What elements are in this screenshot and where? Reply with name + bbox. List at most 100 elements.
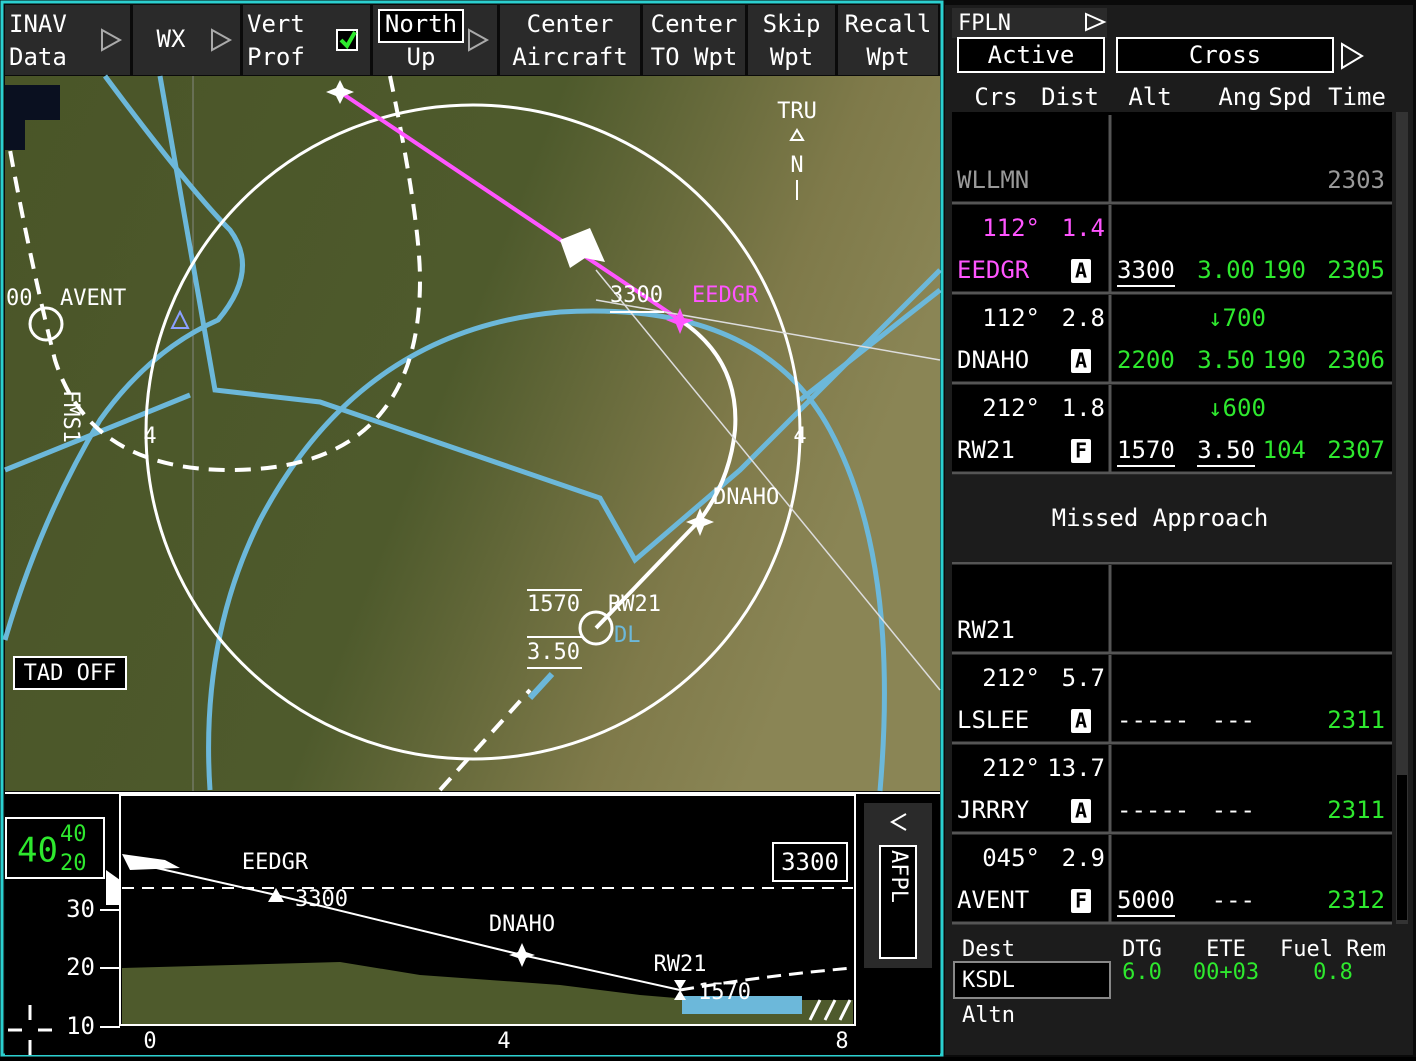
fpln-ident[interactable]: LSLEE xyxy=(957,706,1029,734)
fuel-value: 0.8 xyxy=(1313,960,1353,985)
altitude-label: 1570 xyxy=(698,980,751,1005)
altitude-label: 3300 xyxy=(295,887,348,912)
side-label[interactable]: AFPL xyxy=(886,850,911,903)
angle-label: 3.50 xyxy=(527,640,580,665)
altitude-roll: 20 xyxy=(60,851,87,876)
fpln-ang: --- xyxy=(1212,796,1255,824)
fpln-ident[interactable]: WLLMN xyxy=(957,166,1029,194)
constraint-type: A xyxy=(1075,259,1087,283)
button-label[interactable]: Vert xyxy=(247,10,305,38)
button-label[interactable]: Recall xyxy=(845,10,932,38)
scale-label: 10 xyxy=(66,1012,95,1040)
fpln-crs: 212° xyxy=(982,664,1040,692)
station-label: TRU xyxy=(777,99,817,124)
page: {"toolbar":[{"line1":"INAV","line2":"Dat… xyxy=(0,0,1416,1061)
fpln-dist: 1.4 xyxy=(1062,214,1105,242)
fpln-ident[interactable]: DNAHO xyxy=(957,346,1029,374)
map: TRU N FMS1 TAD OFF 4 4 00 DL AVENT EEDGR… xyxy=(5,76,940,791)
fpln-time: 2307 xyxy=(1327,436,1385,464)
button-label[interactable]: Center xyxy=(527,10,614,38)
constraint-type: F xyxy=(1075,889,1087,913)
fpln-time: 2303 xyxy=(1327,166,1385,194)
fpln-time: 2312 xyxy=(1327,886,1385,914)
fpln-dist: 13.7 xyxy=(1047,754,1105,782)
constraint-type: A xyxy=(1075,349,1087,373)
waypoint-label: EEDGR xyxy=(242,850,309,875)
fms-label: FMS1 xyxy=(58,390,83,443)
fpln-dist: 2.8 xyxy=(1062,304,1105,332)
button-label[interactable]: North xyxy=(385,10,457,38)
button-label[interactable]: Center xyxy=(651,10,738,38)
range-label: 4 xyxy=(793,424,806,449)
button-label[interactable]: Up xyxy=(407,43,436,71)
fpln-crs: 112° xyxy=(982,304,1040,332)
waypoint-label: AVENT xyxy=(60,286,126,311)
fpln-time: 2311 xyxy=(1327,796,1385,824)
fpln-time: 2311 xyxy=(1327,706,1385,734)
altitude-main: 40 xyxy=(17,831,58,871)
button-label[interactable]: Prof xyxy=(247,43,305,71)
distance-label: 8 xyxy=(835,1029,848,1054)
button-label[interactable]: Aircraft xyxy=(512,43,628,71)
column-header: Time xyxy=(1328,83,1386,111)
dtg-label: DTG xyxy=(1122,937,1162,962)
view-value[interactable]: Cross xyxy=(1189,41,1261,69)
button-label[interactable]: INAV xyxy=(9,10,67,38)
fpln-ang: 3.50 xyxy=(1197,436,1255,464)
fpln-ang: 3.50 xyxy=(1197,346,1255,374)
altitude-label: 3300 xyxy=(610,283,663,308)
fpln-spd: 190 xyxy=(1263,346,1306,374)
fpln-crs: 212° xyxy=(982,394,1040,422)
dtg-value: 6.0 xyxy=(1122,960,1162,985)
button-label[interactable]: TO Wpt xyxy=(651,43,738,71)
altitude-label: 1570 xyxy=(527,592,580,617)
altn-label: Altn xyxy=(962,1003,1015,1028)
fpln-crs: 112° xyxy=(982,214,1040,242)
dest-value[interactable]: KSDL xyxy=(962,968,1015,993)
button-label[interactable]: Wpt xyxy=(866,43,909,71)
fuel-label: Fuel Rem xyxy=(1280,937,1386,962)
column-header: Crs xyxy=(974,83,1017,111)
north-label: N xyxy=(790,153,803,178)
fpln-title: FPLN xyxy=(958,11,1011,36)
mode-value[interactable]: Active xyxy=(988,41,1075,69)
ete-value: 00+03 xyxy=(1193,960,1259,985)
partial-label: 00 xyxy=(6,286,33,311)
fpln-ang: --- xyxy=(1212,706,1255,734)
fpln-ident[interactable]: RW21 xyxy=(957,436,1015,464)
button-label[interactable]: WX xyxy=(157,25,186,53)
section-label: Missed Approach xyxy=(1052,504,1269,532)
fpln-ident[interactable]: RW21 xyxy=(957,616,1015,644)
partial-label: DL xyxy=(614,623,641,648)
fpln-ident[interactable]: AVENT xyxy=(957,886,1029,914)
fpln-ident[interactable]: EEDGR xyxy=(957,256,1030,284)
button-label[interactable]: Wpt xyxy=(770,43,813,71)
tad-label[interactable]: TAD OFF xyxy=(24,661,117,686)
button-label[interactable]: Skip xyxy=(763,10,821,38)
fpln-crs: 212° xyxy=(982,754,1040,782)
fpln-ang: --- xyxy=(1212,886,1255,914)
fpln-alt: ----- xyxy=(1117,706,1189,734)
fpln-ident[interactable]: JRRRY xyxy=(957,796,1030,824)
fpln-alt: 3300 xyxy=(1117,256,1175,284)
distance-label: 0 xyxy=(143,1029,156,1054)
fpln-alt: ----- xyxy=(1117,796,1189,824)
fpln-alt: 1570 xyxy=(1117,436,1175,464)
toolbar-button[interactable] xyxy=(133,5,240,75)
fpln-alt: 2200 xyxy=(1117,346,1175,374)
column-header: Dist xyxy=(1041,83,1099,111)
constraint-type: A xyxy=(1075,709,1087,733)
button-label[interactable]: Data xyxy=(9,43,67,71)
scroll-thumb[interactable] xyxy=(1397,775,1407,920)
screen: INAV Data WX Vert Prof North Up Center Aircraft C… xyxy=(0,0,1416,1057)
fpln-spd: 104 xyxy=(1263,436,1306,464)
column-header: Spd xyxy=(1268,83,1311,111)
fpln-dist: 5.7 xyxy=(1062,664,1105,692)
scale-label: 30 xyxy=(66,895,95,923)
ete-label: ETE xyxy=(1206,937,1246,962)
fpln-time: 2305 xyxy=(1327,256,1385,284)
constraint-type: A xyxy=(1075,799,1087,823)
fpln-crs: 045° xyxy=(982,844,1040,872)
column-header: Alt xyxy=(1128,83,1171,111)
